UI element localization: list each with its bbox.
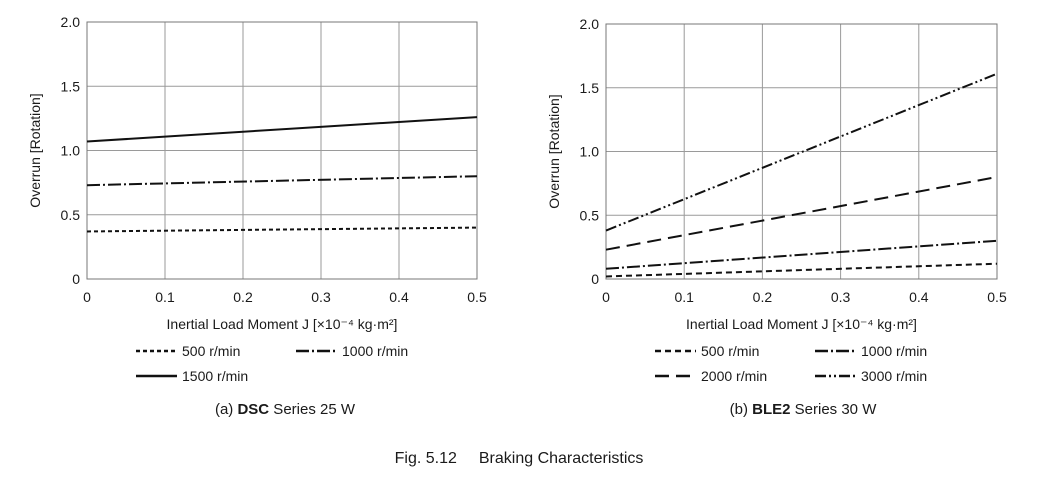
chart-a-xtick-label: 0.2 [233,289,253,305]
chart-a-ytick-label: 1.5 [61,78,81,94]
chart-b-legend-label-2: 1000 r/min [861,343,927,359]
chart-b-legend-label-3: 2000 r/min [701,368,767,384]
chart-a-group: 0 0.1 0.2 0.3 0.4 0.5 0 0.5 1.0 1.5 2.0 Inertial Lo… [27,14,487,384]
chart-b-series-line-3 [605,176,998,251]
chart-b-xtick-label: 0 [602,289,610,305]
chart-a-legend-label-1: 500 r/min [182,343,240,359]
chart-b-ytick-label: 2.0 [580,16,600,32]
chart-a-xtick-label: 0.4 [389,289,409,305]
chart-a-caption: (a) DSC Series 25 W [135,401,435,418]
chart-a-ytick-label: 1.0 [61,143,81,159]
chart-a-xtick-label: 0.3 [311,289,331,305]
chart-a-series-line-3 [86,116,478,143]
chart-b-series-line-4 [605,72,998,232]
figure-caption-label: Fig. 5.12 [394,450,457,467]
chart-b-xtick-label: 0.1 [674,289,694,305]
chart-a-xtick-label: 0.1 [155,289,175,305]
chart-a-xtick-label: 0 [83,289,91,305]
figure-caption: Fig. 5.12 Braking Characteristics [0,450,1038,468]
chart-a-ytick-label: 0 [72,271,80,287]
chart-a-caption-prefix: (a) [214,401,238,418]
chart-a-legend-label-2: 1000 r/min [342,343,408,359]
chart-b-group: 0 0.1 0.2 0.3 0.4 0.5 0 0.5 1.0 1.5 2.0 Inertial Lo… [546,16,1007,384]
chart-b-caption-series: BLE2 [752,401,791,418]
chart-a-yaxis-label: Overrun [Rotation] [27,93,43,207]
chart-a-caption-series: DSC [237,401,270,418]
chart-b-xtick-label: 0.3 [831,289,851,305]
chart-a-series-line-2 [86,175,478,187]
chart-b-plot-frame [605,23,998,280]
chart-b-ytick-label: 1.5 [580,80,600,96]
chart-b-ytick-label: 1.0 [580,144,600,160]
chart-b-xtick-label: 0.5 [987,289,1007,305]
chart-b-xtick-label: 0.2 [753,289,773,305]
chart-b-yaxis-label: Overrun [Rotation] [546,94,562,208]
chart-b-xtick-label: 0.4 [909,289,929,305]
figure-caption-title: Braking Characteristics [478,450,644,467]
chart-b-legend-label-1: 500 r/min [701,343,759,359]
chart-a-ytick-label: 0.5 [61,207,81,223]
chart-a-ytick-label: 2.0 [61,14,81,30]
chart-b-caption: (b) BLE2 Series 30 W [653,401,953,418]
chart-b-ytick-label: 0 [591,271,599,287]
chart-a-xtick-label: 0.5 [467,289,487,305]
chart-b-series-line-1 [605,262,998,278]
chart-a-legend-label-3: 1500 r/min [182,368,248,384]
chart-a-caption-suffix: Series 25 W [269,401,356,418]
chart-a-plot-frame [86,21,478,280]
chart-b-caption-suffix: Series 30 W [790,401,877,418]
chart-a-xaxis-label: Inertial Load Moment J [×10⁻⁴ kg·m²] [167,316,398,332]
chart-b-ytick-label: 0.5 [580,207,600,223]
chart-b-xaxis-label: Inertial Load Moment J [×10⁻⁴ kg·m²] [686,316,917,332]
chart-b-series-line-2 [605,239,998,270]
chart-a-series-line-1 [86,226,478,233]
chart-b-caption-prefix: (b) [729,401,753,418]
chart-b-legend-label-4: 3000 r/min [861,368,927,384]
